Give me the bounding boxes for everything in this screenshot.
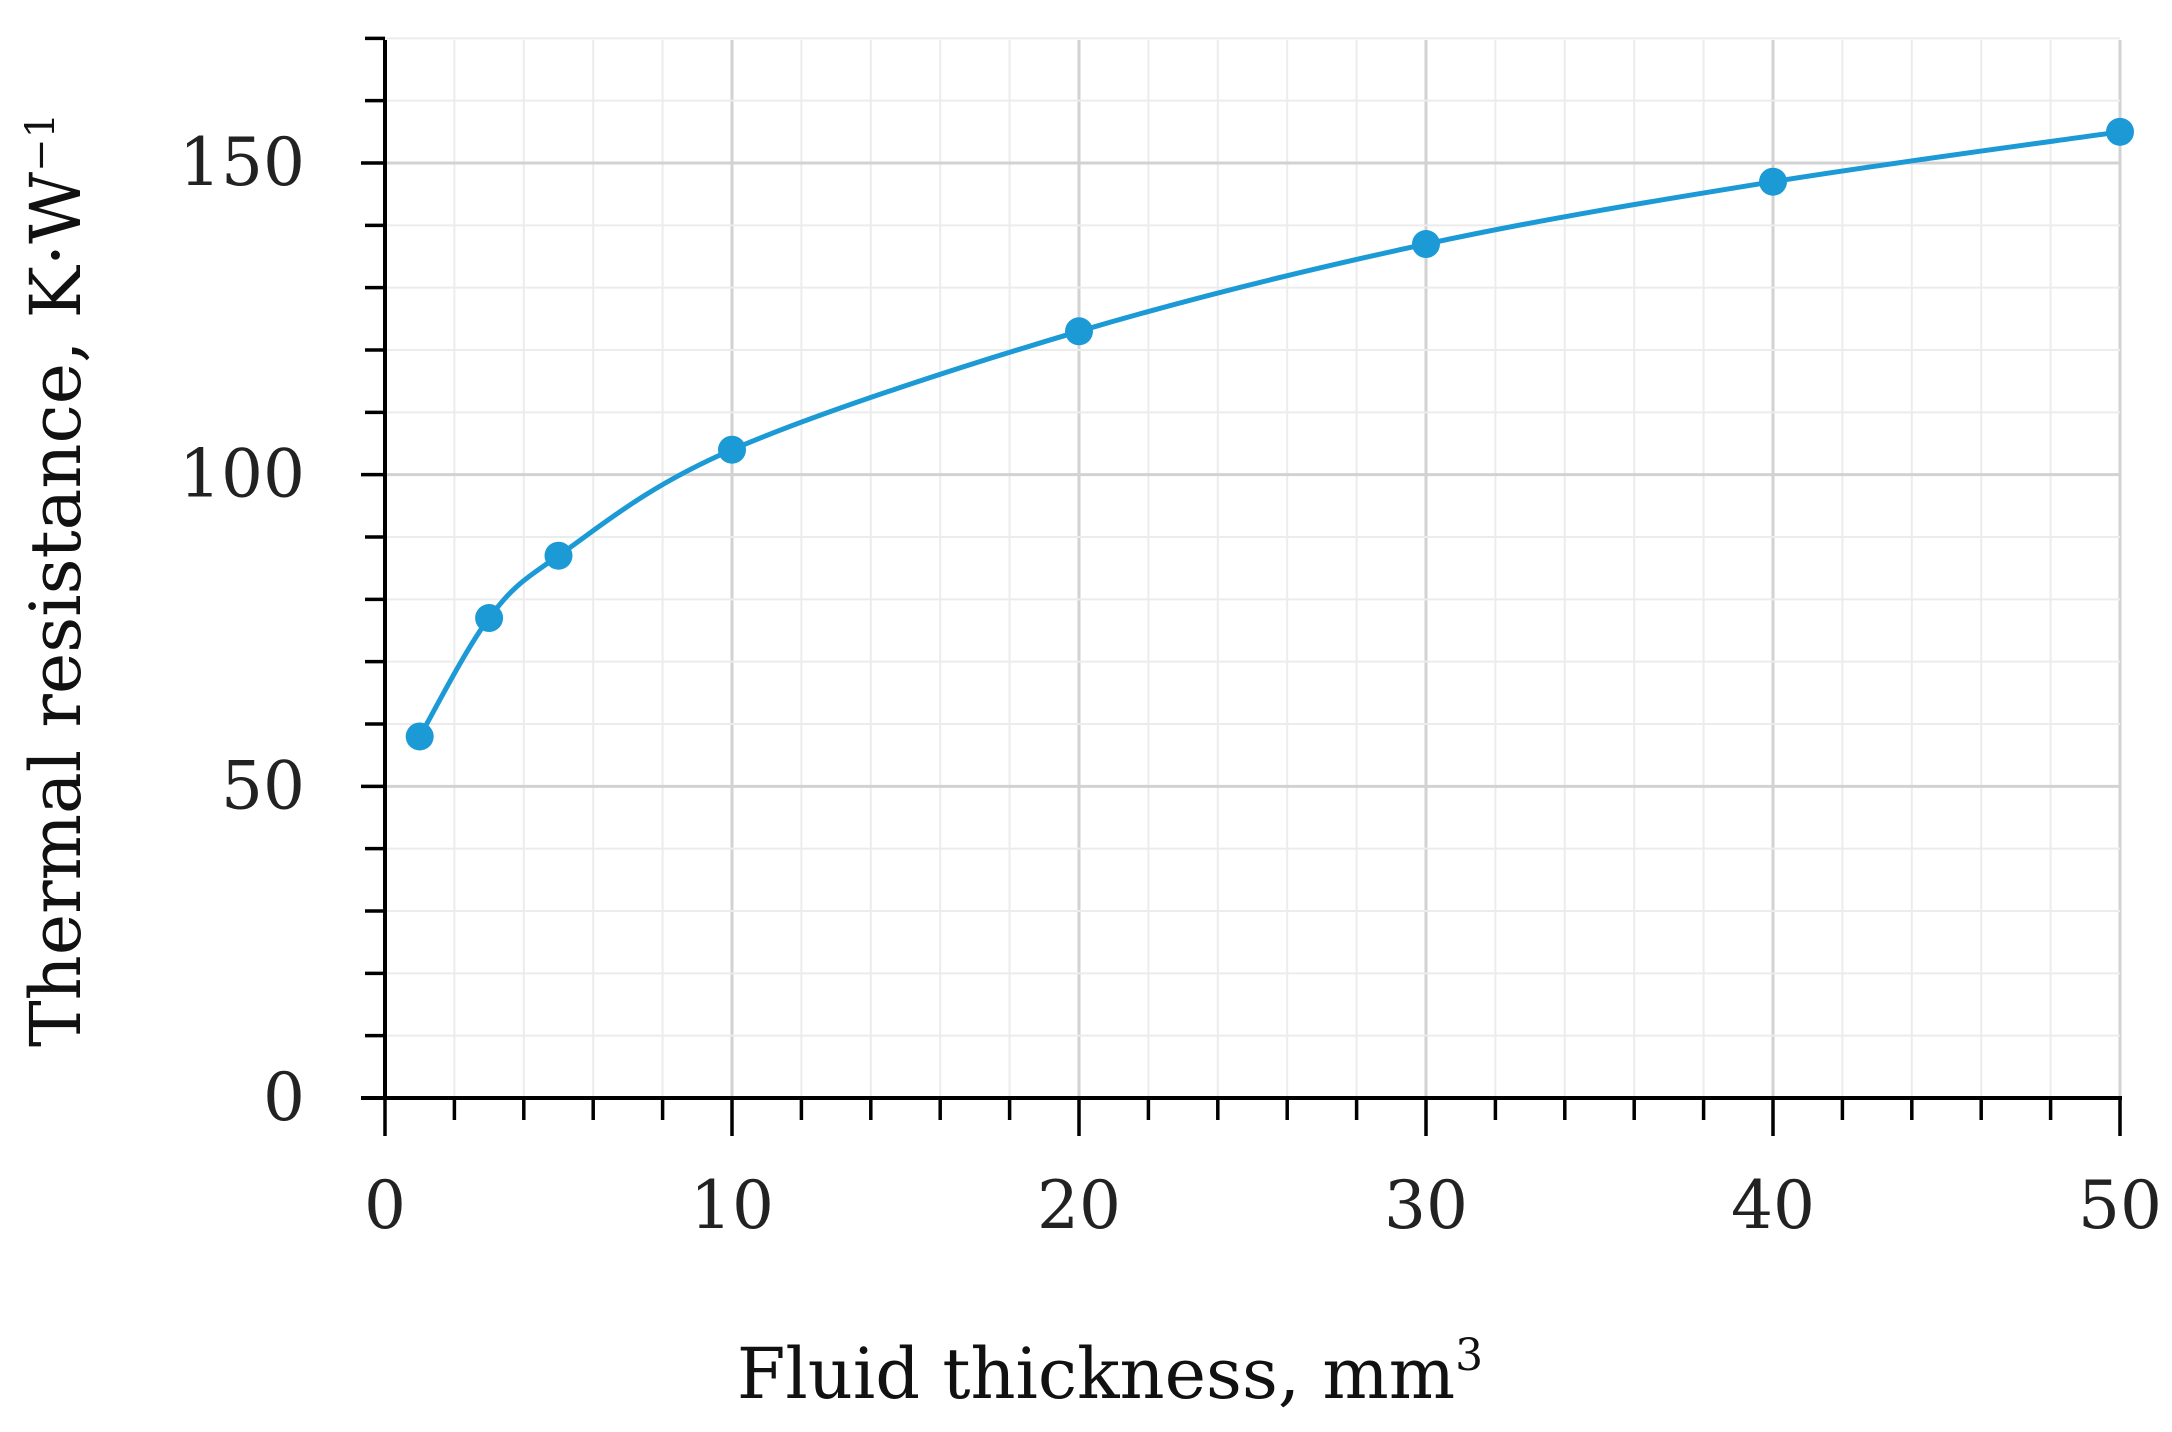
x-tick-label: 0 xyxy=(364,1167,406,1244)
data-point-marker xyxy=(2106,117,2134,146)
x-tick-label: 10 xyxy=(690,1167,774,1244)
x-tick-label: 40 xyxy=(1731,1167,1815,1244)
data-point-marker xyxy=(544,541,573,570)
data-point-marker xyxy=(718,435,746,464)
y-tick-label: 100 xyxy=(179,436,305,513)
axes xyxy=(361,36,2122,1136)
y-tick-label: 0 xyxy=(263,1059,305,1136)
data-point-marker xyxy=(475,604,504,633)
data-point-marker xyxy=(405,722,434,751)
x-axis-title: Fluid thickness, mm3 xyxy=(737,1330,1483,1415)
series-line xyxy=(417,129,2121,738)
data-point-marker xyxy=(1759,167,1787,196)
y-axis-title: Thermal resistance, K·W−1 xyxy=(15,113,97,1047)
data-point-marker xyxy=(1412,230,1440,259)
x-tick-label: 20 xyxy=(1037,1167,1121,1244)
grid xyxy=(385,37,2122,1098)
x-tick-labels: 0 10 20 30 40 50 xyxy=(364,1167,2162,1244)
y-tick-labels: 0 50 100 150 xyxy=(179,124,305,1136)
y-tick-label: 50 xyxy=(221,747,305,824)
series-layer xyxy=(405,117,2134,751)
y-tick-label: 150 xyxy=(179,124,305,201)
x-tick-label: 50 xyxy=(2078,1167,2162,1244)
x-tick-label: 30 xyxy=(1384,1167,1468,1244)
data-point-marker xyxy=(1065,317,1093,346)
